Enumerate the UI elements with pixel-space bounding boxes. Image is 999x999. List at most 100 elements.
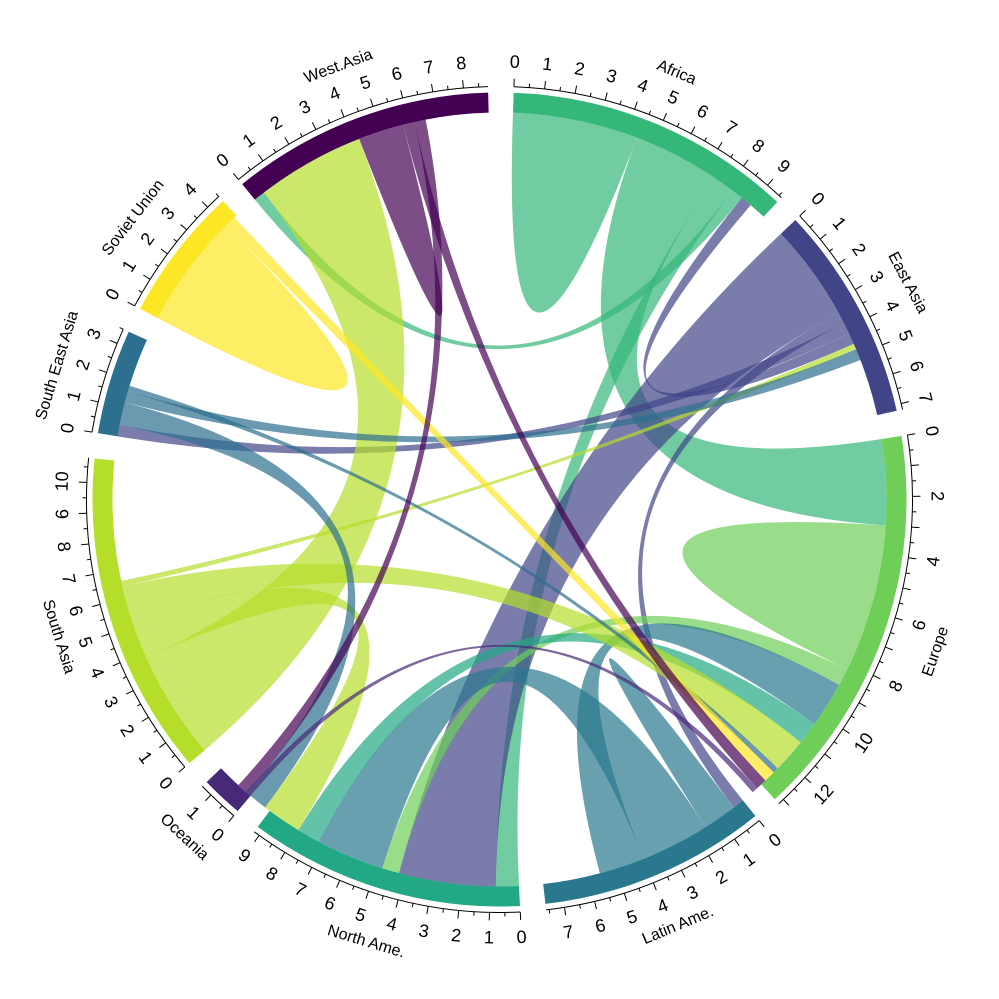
tick-label: 0 bbox=[57, 421, 78, 434]
tick-label: 7 bbox=[915, 390, 937, 404]
tick-mark bbox=[589, 92, 592, 97]
tick-label: 5 bbox=[353, 904, 369, 926]
tick-mark bbox=[323, 873, 327, 878]
tick-mark bbox=[648, 110, 651, 115]
tick-mark bbox=[284, 137, 290, 145]
axis-line-north-ame bbox=[253, 831, 521, 913]
tick-mark bbox=[704, 137, 708, 142]
tick-mark bbox=[395, 899, 399, 908]
region-arc-soviet-union bbox=[139, 200, 237, 319]
tick-mark bbox=[447, 85, 449, 90]
tick-mark bbox=[201, 201, 209, 208]
tick-mark bbox=[911, 464, 920, 467]
region-label-latin-ame: Latin Ame. bbox=[640, 903, 716, 948]
tick-label: 1 bbox=[541, 54, 553, 75]
tick-mark bbox=[127, 301, 135, 307]
tick-mark bbox=[882, 341, 891, 346]
tick-label: 2 bbox=[136, 229, 158, 249]
tick-mark bbox=[652, 882, 657, 891]
chord-soviet-union-to-soviet-union bbox=[157, 225, 348, 391]
chord-west-asia-to-north-ame- bbox=[238, 119, 443, 793]
tick-label: 3 bbox=[417, 920, 430, 941]
tick-mark bbox=[574, 85, 578, 94]
tick-mark bbox=[794, 788, 798, 792]
region-arc-south-asia bbox=[92, 458, 205, 764]
tick-mark bbox=[100, 618, 105, 621]
tick-mark bbox=[299, 132, 303, 137]
tick-label: 3 bbox=[83, 325, 105, 342]
tick-label: 7 bbox=[291, 878, 309, 900]
tick-label: 10 bbox=[850, 729, 878, 757]
chord-soviet-union-to-europe bbox=[226, 217, 774, 781]
tick-mark bbox=[829, 248, 834, 252]
tick-label: 6 bbox=[390, 63, 404, 85]
tick-label: 1 bbox=[118, 256, 140, 275]
tick-label: 4 bbox=[326, 83, 343, 105]
tick-mark bbox=[86, 558, 91, 561]
chord-latin-ame--to-europe bbox=[576, 623, 840, 874]
tick-mark bbox=[799, 210, 806, 217]
tick-mark bbox=[92, 589, 97, 591]
axis-line-east-asia bbox=[799, 215, 904, 410]
tick-mark bbox=[92, 604, 101, 608]
tick-mark bbox=[205, 794, 212, 802]
region-label-oceania: Oceania bbox=[157, 811, 212, 864]
tick-label: 2 bbox=[848, 240, 870, 260]
tick-mark bbox=[634, 101, 638, 110]
tick-mark bbox=[783, 799, 790, 806]
tick-label: 3 bbox=[296, 96, 314, 118]
tick-label: 12 bbox=[809, 780, 837, 808]
axis-line-oceania bbox=[201, 785, 235, 817]
region-arc-west-asia bbox=[242, 92, 489, 200]
tick-mark bbox=[879, 660, 884, 664]
region-arc-north-ame bbox=[257, 810, 520, 907]
tick-label: 1 bbox=[183, 802, 204, 823]
chord-latin-ame--to-latin-ame- bbox=[609, 658, 734, 828]
region-label-africa: Africa bbox=[654, 57, 698, 88]
tick-mark bbox=[85, 573, 94, 577]
tick-mark bbox=[122, 676, 127, 679]
tick-mark bbox=[232, 173, 239, 180]
tick-label: 1 bbox=[239, 129, 259, 151]
tick-mark bbox=[173, 238, 178, 243]
tick-mark bbox=[90, 399, 99, 403]
tick-label: 5 bbox=[665, 86, 682, 108]
tick-label: 7 bbox=[58, 572, 79, 585]
tick-mark bbox=[717, 141, 723, 150]
region-arc-oceania bbox=[206, 768, 251, 812]
tick-mark bbox=[694, 862, 698, 867]
tick-label: 4 bbox=[654, 895, 671, 917]
tick-mark bbox=[862, 300, 867, 304]
tick-mark bbox=[193, 215, 198, 219]
tick-label: 9 bbox=[235, 845, 255, 867]
tick-label: 4 bbox=[179, 179, 200, 200]
tick-mark bbox=[681, 870, 686, 878]
tick-mark bbox=[126, 690, 134, 695]
tick-mark bbox=[911, 526, 920, 529]
chord-west-asia-to-west-asia bbox=[359, 124, 443, 316]
tick-mark bbox=[109, 339, 118, 344]
tick-mark bbox=[544, 80, 547, 90]
tick-mark bbox=[814, 765, 819, 769]
tick-mark bbox=[219, 805, 223, 809]
tick-label: 7 bbox=[562, 921, 575, 942]
tick-mark bbox=[850, 715, 855, 719]
tick-mark bbox=[143, 274, 151, 280]
tick-label: 3 bbox=[866, 268, 888, 287]
tick-mark bbox=[215, 193, 220, 197]
tick-mark bbox=[887, 357, 892, 360]
tick-mark bbox=[136, 703, 141, 707]
tick-mark bbox=[892, 370, 901, 375]
tick-mark bbox=[767, 178, 774, 186]
tick-mark bbox=[295, 859, 299, 864]
chord-latin-ame--to-north-ame- bbox=[318, 666, 706, 869]
tick-label: 8 bbox=[748, 135, 768, 157]
tick-mark bbox=[609, 897, 612, 902]
region-arc-latin-ame bbox=[543, 800, 756, 904]
tick-mark bbox=[908, 557, 917, 560]
tick-mark bbox=[876, 328, 881, 332]
tick-label: 0 bbox=[516, 927, 527, 947]
tick-mark bbox=[228, 815, 235, 823]
tick-mark bbox=[273, 148, 277, 153]
tick-label: 10 bbox=[51, 471, 72, 492]
